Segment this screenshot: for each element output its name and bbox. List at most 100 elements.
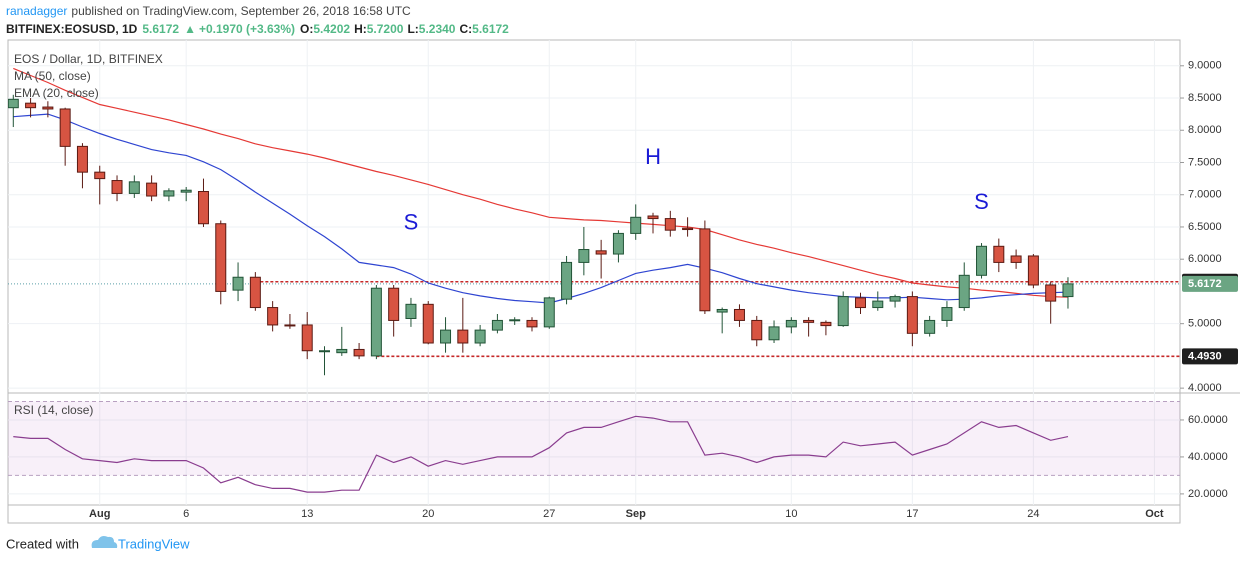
candle-body [336, 348, 348, 354]
ohlc-label: O: [300, 22, 313, 36]
indicator-line [13, 67, 1069, 298]
x-tick-label: Aug [89, 508, 110, 520]
candle-body [872, 300, 884, 309]
candle-body [768, 326, 780, 341]
ohlc-label: C: [459, 22, 472, 36]
candle-body [993, 245, 1005, 263]
candle-body [976, 245, 988, 276]
legend-entry: MA (50, close) [14, 69, 91, 83]
annotation: S [974, 189, 989, 214]
header-line: ranadagger published on TradingView.com, … [6, 4, 411, 18]
candle-body [284, 324, 296, 327]
x-tick-label: 17 [906, 508, 918, 520]
candle-body [716, 308, 728, 313]
candle-body [353, 348, 365, 357]
x-tick-label: 13 [301, 508, 313, 520]
annotation: H [645, 144, 661, 169]
candle-body [1027, 255, 1039, 286]
y-tick-label: 60.0000 [1188, 414, 1228, 426]
ohlc-value: 5.7200 [367, 22, 404, 36]
candle-body [664, 218, 676, 231]
y-tick-label: 8.0000 [1188, 124, 1222, 136]
candle-body [578, 249, 590, 263]
x-tick-label: 24 [1027, 508, 1039, 520]
candle-body [301, 324, 313, 352]
candle-body [889, 296, 901, 302]
candle-body [733, 308, 745, 321]
x-tick-label: 20 [422, 508, 434, 520]
candle-body [543, 297, 555, 328]
candle-body [803, 319, 815, 323]
candle-body [474, 329, 486, 344]
candle-body [958, 274, 970, 309]
candle-body [128, 181, 140, 194]
candle-body [1062, 283, 1074, 298]
candle-body [509, 319, 521, 322]
candle-body [422, 303, 434, 344]
ohlc-value: 5.4202 [313, 22, 350, 36]
candle-body [595, 250, 607, 255]
rsi-band [8, 401, 1180, 476]
rsi-line [13, 415, 1069, 493]
candle-body [820, 321, 832, 327]
candle-body [8, 98, 19, 109]
plot-frame [7, 39, 1181, 524]
y-tick-label: 7.5000 [1188, 156, 1222, 168]
candle-body [249, 276, 261, 309]
candle-body [941, 307, 953, 321]
footer-created: Created with [6, 536, 79, 551]
brand-logo[interactable] [91, 536, 118, 548]
candle-body [163, 190, 175, 197]
footer-brand[interactable]: TradingView [118, 536, 190, 551]
candle-body [837, 296, 849, 327]
candle-body [854, 297, 866, 309]
plot-area [8, 67, 1180, 493]
candle-body [1045, 284, 1057, 302]
candle-body [42, 106, 54, 110]
candle-body [388, 287, 400, 321]
y-tick-label: 40.0000 [1188, 451, 1228, 463]
indicator-line [13, 113, 1069, 304]
candle-body [111, 180, 123, 194]
y-tick-label: 6.5000 [1188, 221, 1222, 233]
ohlc-label: H: [354, 22, 367, 36]
candle-body [76, 145, 88, 173]
candle-body [647, 215, 659, 220]
published: published on TradingView.com, September … [71, 4, 411, 18]
candle-body [215, 223, 227, 292]
candle-body [682, 227, 694, 231]
candle-body [491, 319, 503, 331]
candle-body [630, 216, 642, 234]
annotation: S [404, 210, 419, 235]
y-tick-label: 20.0000 [1188, 488, 1228, 500]
x-tick-label: 27 [543, 508, 555, 520]
change: +0.1970 (+3.63%) [199, 22, 295, 36]
candle-body [561, 261, 573, 300]
candle-body [405, 303, 417, 320]
candle-body [25, 102, 37, 109]
candle-body [751, 319, 763, 341]
candle-body [612, 232, 624, 255]
candle-body [319, 350, 331, 353]
candle-body [906, 296, 918, 334]
candle-body [457, 329, 469, 344]
legend-entry: EMA (20, close) [14, 86, 99, 100]
y-tick-label: 6.0000 [1188, 253, 1222, 265]
price-badge [1182, 275, 1238, 292]
symbol-line: BITFINEX:EOSUSD, 1D 5.6172 ▲ +0.1970 (+3.63… [6, 22, 509, 36]
candle-body [440, 329, 452, 344]
y-tick-label: 5.0000 [1188, 318, 1222, 330]
candle-body [232, 276, 244, 291]
symbol: BITFINEX:EOSUSD, 1D [6, 22, 138, 36]
price-badge-label: 4.4930 [1188, 350, 1222, 362]
rsi-title: RSI (14, close) [14, 403, 93, 417]
candle-body [526, 319, 538, 328]
candle-body [59, 108, 71, 147]
candle-body [785, 319, 797, 328]
candle-body [197, 191, 209, 225]
y-tick-label: 4.0000 [1188, 382, 1222, 394]
candle-body [146, 182, 158, 197]
price-badge-label: 5.6172 [1188, 278, 1222, 290]
author[interactable]: ranadagger [6, 4, 67, 18]
candle-body [267, 307, 279, 326]
